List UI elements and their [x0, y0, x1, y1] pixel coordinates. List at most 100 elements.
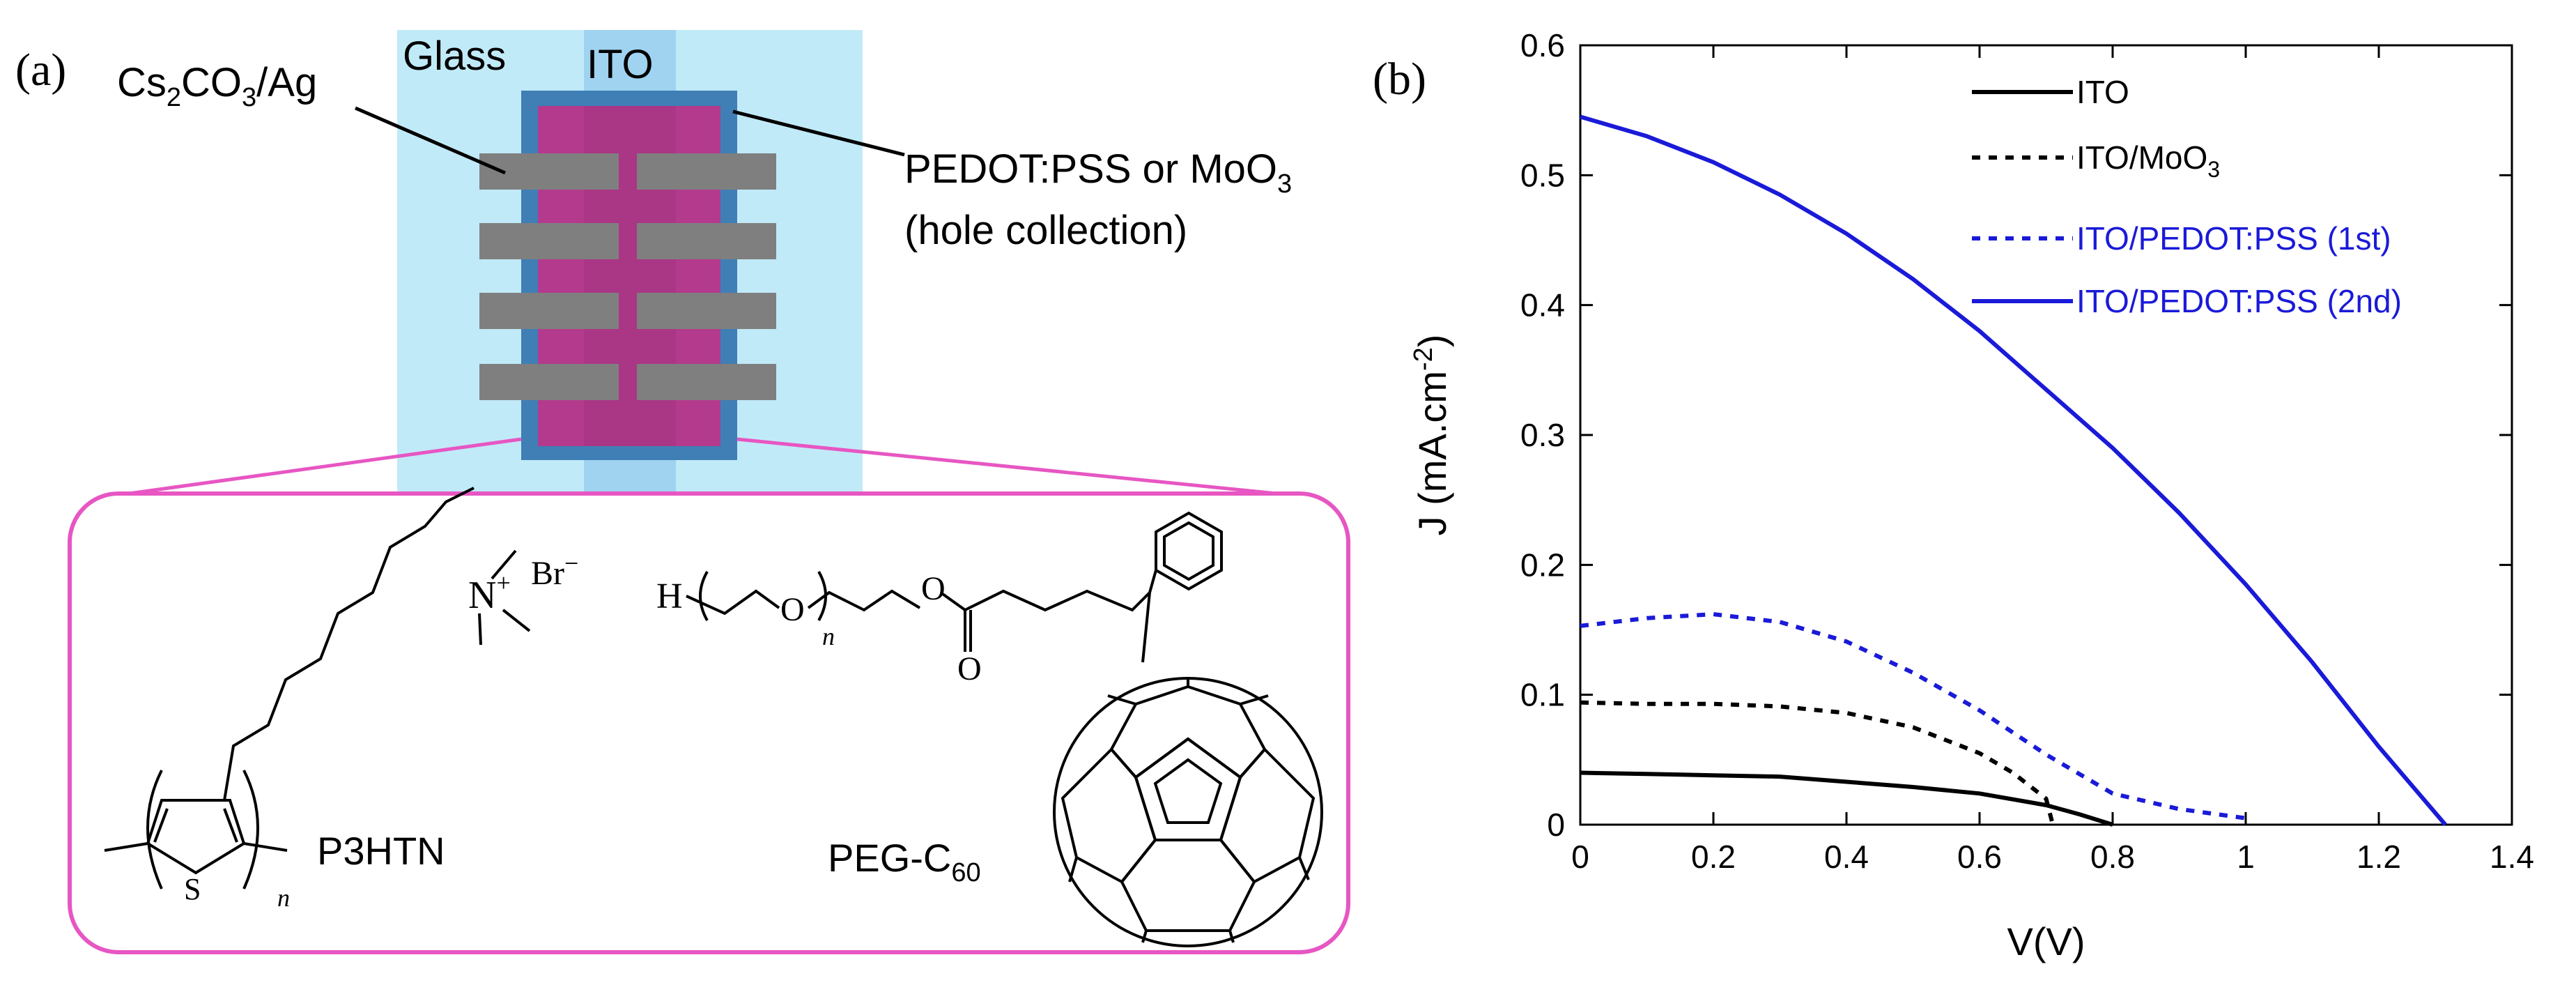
charge-plus-text: + [496, 569, 510, 597]
electrode-pad [479, 223, 619, 259]
y-tick-label: 0.3 [1520, 417, 1565, 453]
fullerene-inner-pentagon [1153, 758, 1223, 824]
methyl-bond [502, 609, 531, 632]
fullerene-edge [1228, 930, 1235, 943]
atom-n-label: N+ [468, 569, 511, 617]
glass-label: Glass [403, 33, 506, 79]
legend-label: ITO/MoO3 [2076, 139, 2220, 182]
x-tick-label: 0 [1571, 839, 1589, 875]
electrode-pad [479, 293, 619, 329]
fullerene-edge [1298, 857, 1310, 880]
legend-label: ITO/PEDOT:PSS (2nd) [2076, 283, 2402, 319]
electrode-pad [479, 364, 619, 400]
series-layer [1580, 114, 2447, 827]
peg-c60-name: PEG-C60 [828, 836, 981, 887]
polymer-bracket-right [242, 770, 259, 889]
alkyl-chain [223, 487, 475, 801]
methyl-bond [491, 549, 517, 580]
x-tick-label: 1.4 [2490, 839, 2534, 875]
y-tick-label: 0.1 [1520, 677, 1565, 713]
x-tick-label: 1 [2237, 839, 2255, 875]
callout-line-left [128, 437, 522, 496]
y-tick-label: 0.6 [1520, 27, 1565, 63]
electrode-pad [637, 223, 776, 259]
electrode-pad [637, 293, 776, 329]
y-tick-label: 0.4 [1520, 287, 1565, 323]
cathode-label-end: /Ag [256, 60, 317, 105]
double-bond-line [153, 808, 169, 843]
panel-b-label: (b) [1373, 54, 1426, 105]
y-axis-label-close: ) [1410, 335, 1454, 348]
legend-label-sub: 3 [2207, 157, 2220, 182]
fullerene-edge [1141, 930, 1148, 943]
cathode-label-sub2: 3 [242, 83, 256, 112]
double-bond-line [223, 808, 238, 843]
fullerene-outline [1053, 677, 1323, 947]
y-tick-label: 0.2 [1520, 547, 1565, 583]
legend-label-main: ITO/PEDOT:PSS (1st) [2076, 220, 2391, 257]
electrode-pad [637, 364, 776, 400]
plot-frame [1579, 44, 2513, 826]
series-line [1580, 700, 2056, 825]
thiophene-ring [146, 799, 246, 875]
y-tick-label: 0.5 [1520, 157, 1565, 193]
atom-o-label-carbonyl: O [957, 650, 982, 687]
htl-label-sub: 3 [1277, 169, 1292, 199]
fullerene-edge [1107, 694, 1136, 705]
cathode-label-sub1: 2 [167, 83, 181, 112]
counterion-text: Br [531, 555, 564, 592]
series-line [1580, 770, 2113, 827]
fullerene-link [1141, 592, 1151, 663]
atom-o-label-ester: O [921, 570, 946, 607]
device-schematic: Glass ITO Cs2CO3/Ag PEDOT:PSS or MoO3 (h… [117, 30, 1292, 496]
electrode-pads [479, 153, 776, 400]
peg-c60-main: PEG-C [828, 836, 951, 880]
legend: ITO ITO/MoO3 ITO/PEDOT:PSS (1st) ITO/PEDOT:… [1972, 74, 2402, 319]
y-axis-label-sup: -2 [1409, 347, 1438, 371]
x-tick-label: 0.6 [1957, 839, 2002, 875]
legend-label: ITO [2076, 74, 2129, 110]
cathode-label-mid: CO [181, 60, 242, 105]
jv-chart: 0 0.2 0.4 0.6 0.8 1 1.2 1.400.10.20.30.40.50.6 … [1409, 27, 2534, 963]
htl-note: (hole collection) [904, 208, 1187, 253]
fullerene-edge [1068, 857, 1078, 883]
panel-a-label: (a) [15, 45, 66, 96]
p3htn-structure [104, 487, 531, 889]
axis-ticks: 0 0.2 0.4 0.6 0.8 1 1.2 1.4 0 0.1 0.2 0.3 0.4 0.5 0.6 [1520, 27, 2534, 875]
ester-chain [807, 589, 921, 612]
cathode-leader-line [355, 106, 506, 175]
legend-label-main: ITO/MoO [2076, 139, 2207, 176]
atom-s-label: S [184, 872, 201, 906]
fullerene-upper-ring [1109, 685, 1267, 779]
x-tick-label: 0.2 [1691, 839, 1736, 875]
legend-label: ITO/PEDOT:PSS (1st) [2076, 220, 2391, 257]
atom-n-text: N [468, 574, 496, 617]
htl-label: PEDOT:PSS or MoO3 [904, 146, 1292, 199]
callout-line-right [736, 437, 1277, 496]
butyrate-chain [964, 589, 1151, 612]
legend-label-main: ITO/PEDOT:PSS (2nd) [2076, 283, 2402, 319]
subscript-n-label: n [277, 884, 290, 912]
fullerene-bottom-face [1120, 839, 1256, 932]
chain-bond [104, 842, 148, 852]
ester-bond [939, 591, 966, 611]
x-axis-label: V(V) [2007, 919, 2085, 963]
phenyl-bond [1148, 570, 1157, 593]
p3htn-name: P3HTN [317, 829, 445, 873]
phenyl-inner [1163, 521, 1214, 581]
chain-bond [243, 842, 288, 852]
htl-label-main: PEDOT:PSS or MoO [904, 146, 1277, 192]
counterion-label: Br− [531, 549, 578, 592]
charge-minus-text: − [564, 549, 578, 577]
peg-chain [686, 589, 780, 616]
x-tick-label: 0.8 [2090, 839, 2135, 875]
fullerene-right-face [1219, 747, 1316, 884]
cathode-label-main: Cs [117, 60, 167, 105]
cathode-label: Cs2CO3/Ag [117, 60, 317, 112]
polymer-bracket-left [146, 770, 163, 889]
y-tick-label: 0 [1547, 807, 1565, 843]
methyl-bond [478, 613, 482, 646]
ito-label: ITO [587, 42, 654, 87]
fullerene-edge [1240, 694, 1269, 705]
